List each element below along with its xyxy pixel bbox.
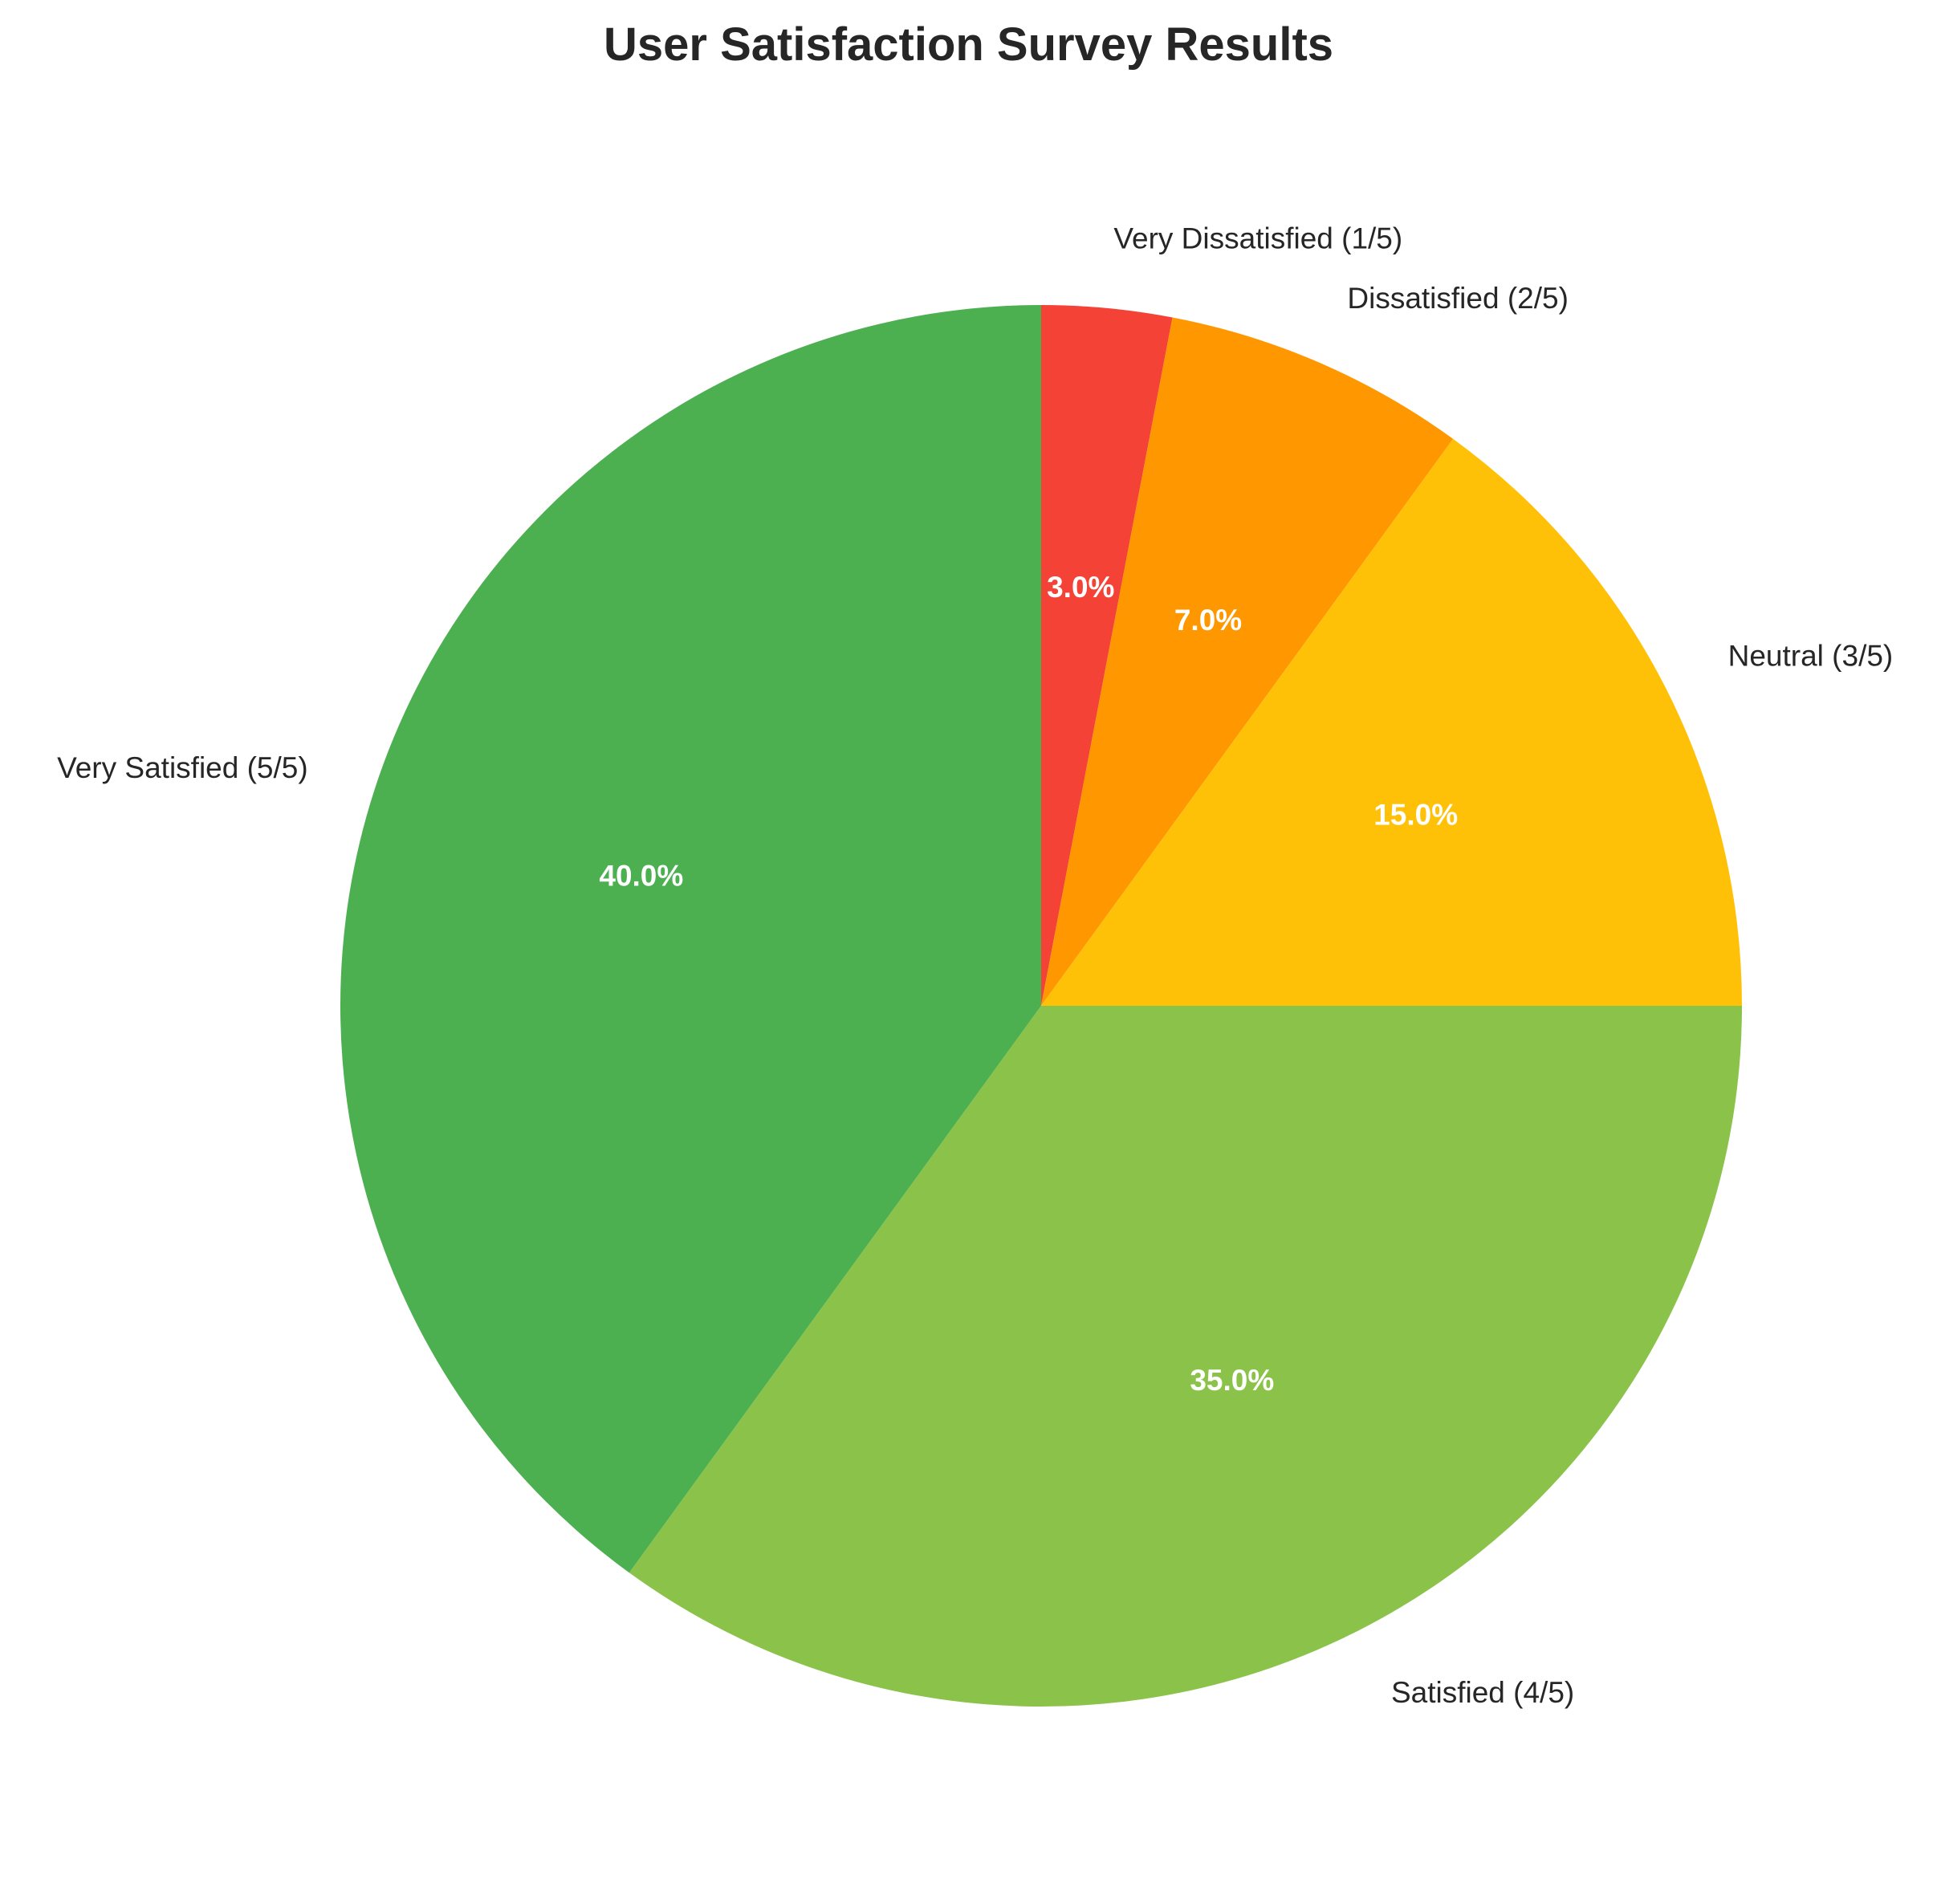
category-label-very-satisfied-5-5: Very Satisfied (5/5) [57,751,308,784]
pie-slice-very-satisfied-5-5 [340,305,1041,1573]
pie-slice-satisfied-4-5 [629,1006,1742,1707]
category-label-neutral-3-5: Neutral (3/5) [1728,640,1894,673]
pct-label-neutral-3-5: 15.0% [1373,799,1458,832]
category-labels: Very Dissatisfied (1/5) Dissatisfied (2/5… [57,222,1893,1709]
percentage-labels: 3.0% 7.0% 15.0% 35.0% 40.0% [599,571,1458,1397]
pie-slice-neutral-3-5 [1041,438,1743,1006]
pie-slice-dissatisfied-2-5 [1041,317,1454,1006]
chart-title: User Satisfaction Survey Results [603,18,1334,71]
pct-label-dissatisfied-2-5: 7.0% [1174,604,1242,637]
pct-label-very-satisfied-5-5: 40.0% [599,860,683,893]
pie-slices [340,305,1743,1707]
category-label-dissatisfied-2-5: Dissatisfied (2/5) [1347,282,1569,315]
pct-label-satisfied-4-5: 35.0% [1190,1364,1274,1397]
pie-slice-very-dissatisfied-1-5 [1041,305,1173,1006]
category-label-satisfied-4-5: Satisfied (4/5) [1391,1676,1574,1709]
pct-label-very-dissatisfied-1-5: 3.0% [1047,571,1114,604]
category-label-very-dissatisfied-1-5: Very Dissatisfied (1/5) [1113,222,1402,254]
